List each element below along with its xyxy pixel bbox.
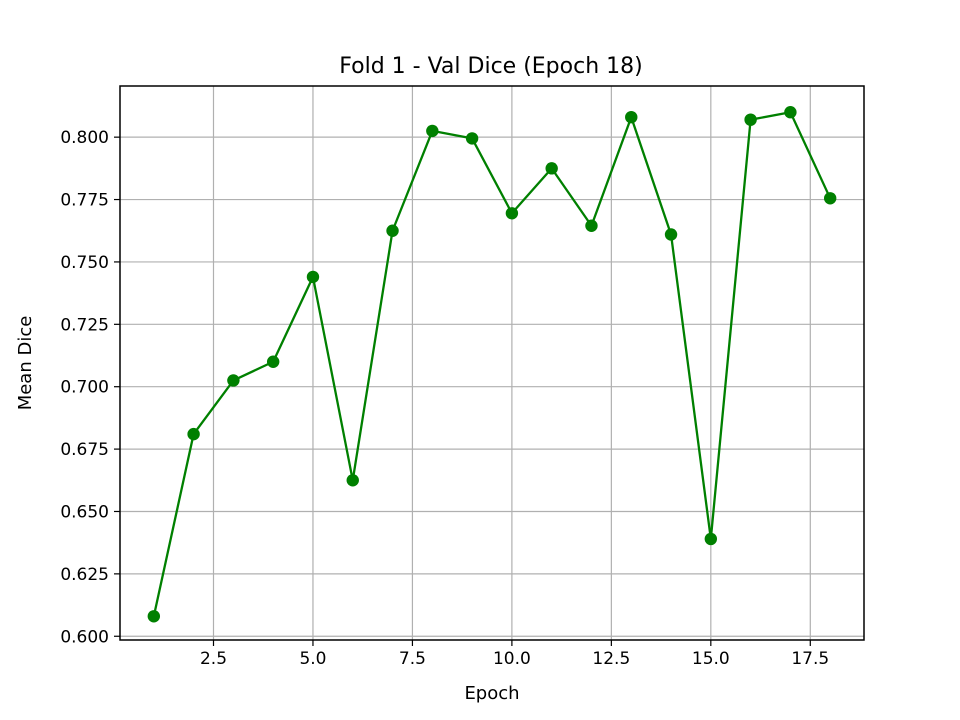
chart-title: Fold 1 - Val Dice (Epoch 18) [339,54,642,79]
data-point [426,124,439,138]
y-tick-label: 0.700 [60,378,109,398]
data-point [744,113,757,126]
x-axis-label: Epoch [464,683,519,704]
y-tick-label: 0.650 [60,502,109,522]
data-point [585,219,598,232]
x-tick-label: 10.0 [493,649,531,669]
x-tick-label: 15.0 [692,649,730,669]
data-point [187,427,200,441]
y-tick-label: 0.675 [60,440,109,460]
data-point [227,374,240,387]
y-tick-label: 0.725 [60,315,109,335]
x-tick-label: 12.5 [592,649,630,669]
data-point [465,132,479,145]
data-point [625,110,638,124]
data-point [545,162,558,175]
data-point [147,610,161,623]
data-point [823,192,837,205]
y-axis-label: Mean Dice [15,316,36,411]
x-tick-label: 5.0 [299,649,326,669]
x-tick-label: 2.5 [200,649,227,669]
data-point [346,474,359,487]
grid [120,86,864,640]
y-tick-label: 0.800 [60,128,109,148]
x-tick-label: 7.5 [399,649,426,669]
series-line [152,111,832,617]
data-point [505,207,519,220]
axis-ticks: 2.5 5.0 7.5 10.0 12.5 15.0 17.5 0.600 0.625 0.650… [60,128,829,669]
x-tick-label: 17.5 [791,649,829,669]
data-point [704,532,718,546]
y-tick-label: 0.750 [60,253,109,273]
data-point [306,270,320,284]
series-layer [147,106,837,623]
data-point [664,228,678,241]
plot-frame [119,85,865,641]
data-point [266,355,280,368]
y-tick-label: 0.600 [60,627,109,647]
data-point [386,224,399,237]
y-tick-label: 0.625 [60,565,109,585]
data-point [784,106,797,119]
y-tick-label: 0.775 [60,191,109,211]
